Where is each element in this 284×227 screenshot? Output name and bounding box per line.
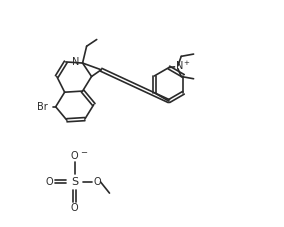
Text: +: + [183, 60, 189, 66]
Text: −: − [80, 148, 87, 157]
Text: N: N [176, 62, 183, 72]
Text: O: O [93, 177, 101, 187]
Text: S: S [71, 177, 78, 187]
Text: O: O [71, 203, 79, 213]
Text: N: N [72, 57, 79, 67]
Text: O: O [71, 151, 79, 161]
Text: Br: Br [37, 102, 48, 112]
Text: O: O [45, 177, 53, 187]
